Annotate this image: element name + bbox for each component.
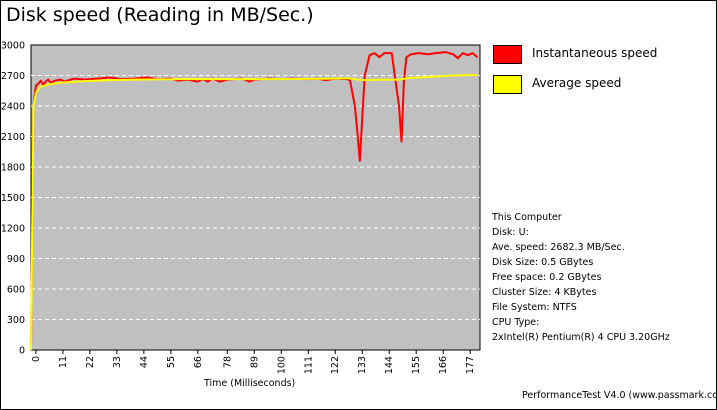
- x-tick-label: 166: [438, 356, 449, 374]
- footer-credit: PerformanceTest V4.0 (www.passmark.com): [522, 390, 717, 401]
- x-tick-label: 44: [139, 356, 150, 368]
- y-tick-label: 0: [19, 346, 25, 357]
- x-tick-label: 133: [357, 356, 368, 374]
- chart-title: Disk speed (Reading in MB/Sec.): [6, 4, 314, 26]
- info-line: This Computer: [492, 212, 562, 223]
- x-tick-label: 66: [193, 356, 204, 368]
- x-tick-label: 111: [303, 356, 314, 374]
- system-info-panel: This Computer Disk: U: Ave. speed: 2682.…: [492, 210, 670, 345]
- x-tick-label: 22: [85, 356, 96, 368]
- x-tick-label: 177: [465, 356, 476, 374]
- info-line: Disk: U:: [492, 227, 529, 238]
- x-tick-label: 55: [166, 356, 177, 368]
- x-tick-label: 122: [330, 356, 341, 374]
- info-line: CPU Type:: [492, 317, 540, 328]
- y-tick-label: 1800: [1, 163, 25, 174]
- y-tick-label: 2100: [1, 132, 25, 143]
- legend-label-instantaneous: Instantaneous speed: [532, 46, 658, 60]
- y-tick-label: 1200: [1, 224, 25, 235]
- x-tick-label: 89: [249, 356, 260, 368]
- legend-swatch-instantaneous: [493, 45, 522, 64]
- series-line-average: [30, 74, 478, 351]
- y-tick-label: 3000: [1, 41, 25, 52]
- info-line: File System: NTFS: [492, 302, 577, 313]
- x-tick-label: 144: [384, 356, 395, 374]
- legend-swatch-average: [493, 75, 522, 94]
- info-line: 2xIntel(R) Pentium(R) 4 CPU 3.20GHz: [492, 332, 670, 343]
- x-axis-label: Time (Milliseconds): [204, 378, 296, 389]
- legend-label-average: Average speed: [532, 76, 622, 90]
- x-tick-label: 78: [222, 356, 233, 368]
- info-line: Cluster Size: 4 KBytes: [492, 287, 597, 298]
- y-tick-label: 900: [7, 254, 25, 265]
- x-tick-label: 11: [58, 356, 69, 368]
- x-tick-label: 33: [112, 356, 123, 368]
- info-line: Disk Size: 0.5 GBytes: [492, 257, 594, 268]
- info-line: Free space: 0.2 GBytes: [492, 272, 602, 283]
- info-line: Ave. speed: 2682.3 MB/Sec.: [492, 242, 625, 253]
- y-tick-label: 2700: [1, 71, 25, 82]
- y-tick-label: 600: [7, 285, 25, 296]
- y-tick-label: 300: [7, 315, 25, 326]
- y-tick-label: 2400: [1, 102, 25, 113]
- x-tick-label: 100: [276, 356, 287, 374]
- y-tick-label: 1500: [1, 193, 25, 204]
- x-tick-label: 155: [411, 356, 422, 374]
- x-tick-label: 0: [31, 356, 42, 362]
